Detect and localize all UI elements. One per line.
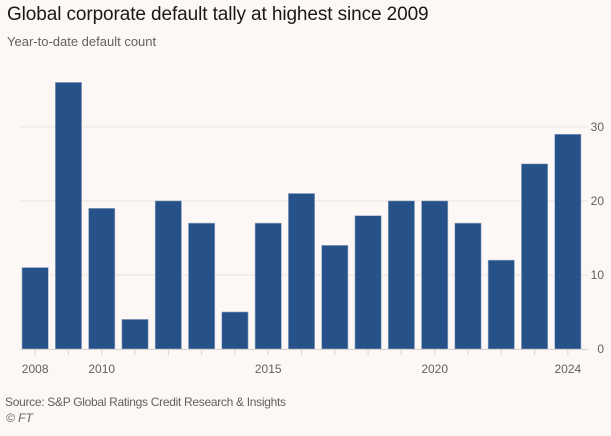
y-tick-label: 30 [591, 120, 605, 134]
chart-title: Global corporate default tally at highes… [7, 4, 429, 25]
x-tick-label: 2008 [22, 362, 49, 376]
bar-2010 [88, 207, 116, 350]
chart-subtitle: Year-to-date default count [7, 34, 157, 49]
bar-2022 [487, 259, 515, 350]
bar-2021 [454, 222, 482, 350]
x-tick-label: 2020 [421, 362, 448, 376]
bar-2012 [154, 200, 182, 350]
y-tick-label: 0 [597, 342, 604, 356]
x-tick-label: 2015 [255, 362, 282, 376]
bar-2016 [288, 193, 315, 350]
copyright-note: © FT [6, 411, 33, 425]
x-tick-label: 2010 [88, 362, 115, 376]
bar-2017 [321, 245, 349, 350]
bar-chart: 0 10 20 30 2008 2010 2015 2020 2024 [20, 82, 605, 376]
bar-2013 [188, 222, 216, 350]
bar-2015 [254, 222, 282, 350]
bar-2018 [354, 215, 382, 350]
bar-2023 [521, 163, 549, 350]
bar-2008 [21, 267, 49, 350]
bar-2019 [387, 200, 415, 350]
bar-2011 [121, 319, 149, 350]
x-tick-label: 2024 [555, 362, 582, 376]
y-tick-label: 20 [591, 194, 605, 208]
bar-2014 [221, 311, 249, 350]
bar-2024 [554, 133, 582, 350]
source-note: Source: S&P Global Ratings Credit Resear… [5, 395, 286, 409]
bar-2009 [54, 82, 82, 350]
y-tick-label: 10 [591, 268, 605, 282]
bar-2020 [421, 200, 449, 350]
